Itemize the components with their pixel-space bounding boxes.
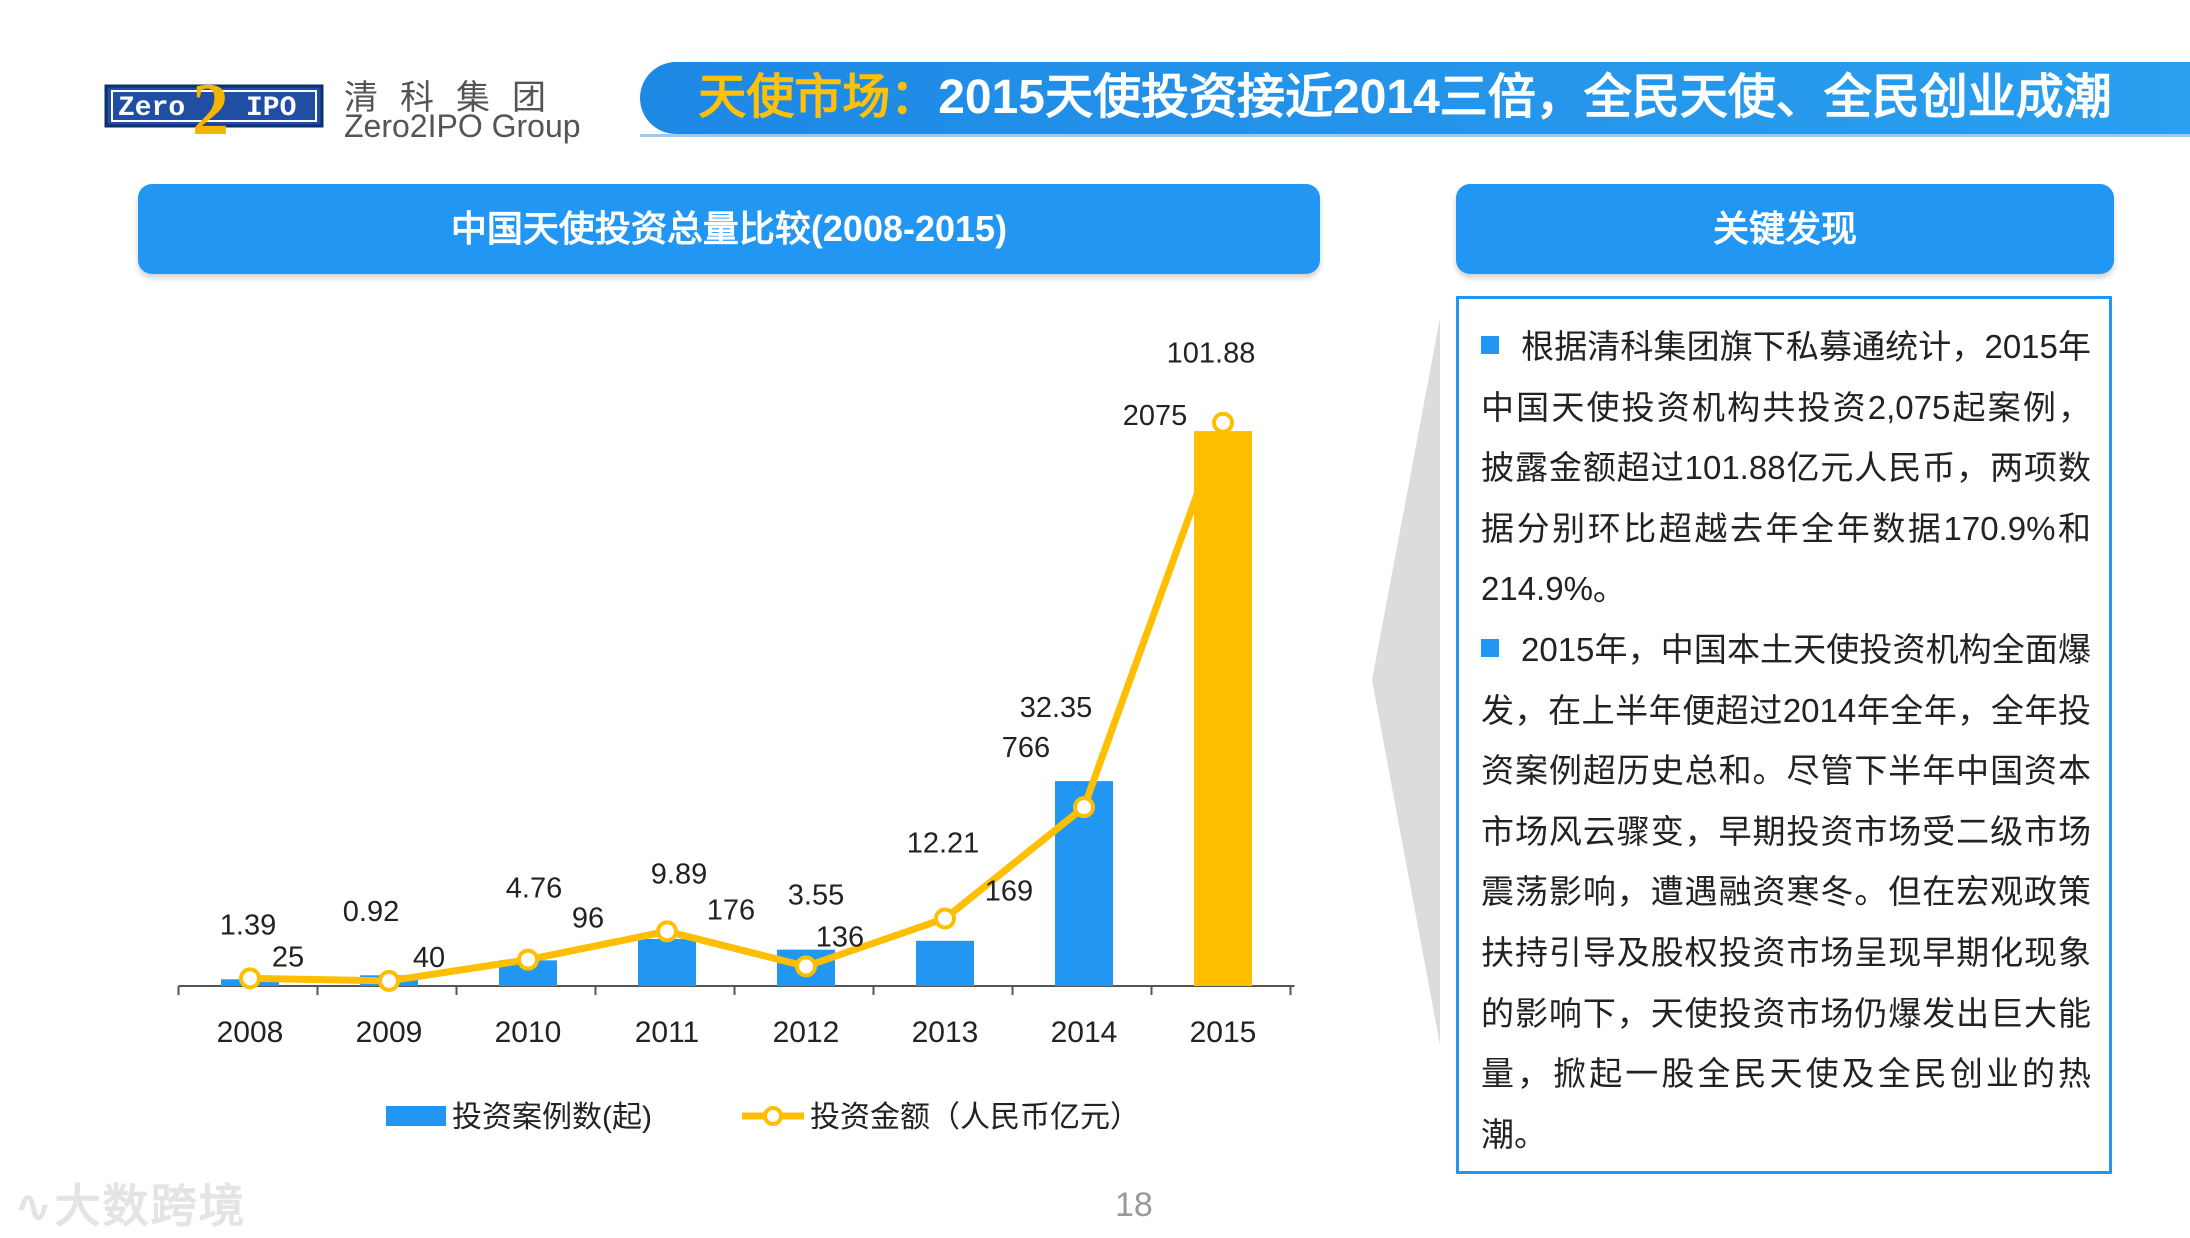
title-bar: 天使市场：2015天使投资接近2014三倍，全民天使、全民创业成潮 bbox=[640, 62, 2190, 134]
legend-line-marker bbox=[763, 1106, 783, 1126]
line-data-label: 12.21 bbox=[907, 827, 980, 859]
findings-heading: 关键发现 bbox=[1456, 184, 2114, 274]
line-point bbox=[934, 907, 956, 930]
bar-data-label: 136 bbox=[816, 921, 864, 953]
logo-text-ipo: IPO bbox=[246, 93, 296, 124]
brand-name-cn: 清科集团 bbox=[344, 79, 568, 117]
line-point bbox=[1073, 796, 1095, 819]
bar-data-label: 766 bbox=[1002, 732, 1050, 764]
line-data-label: 1.39 bbox=[220, 909, 276, 941]
watermark-logo: ∿大数跨境 bbox=[14, 1180, 247, 1232]
legend-bar-swatch bbox=[386, 1106, 446, 1126]
bar-data-label: 176 bbox=[707, 894, 755, 926]
line-point bbox=[1212, 411, 1234, 434]
bar-data-label: 169 bbox=[985, 875, 1033, 907]
bullet-square-icon bbox=[1481, 638, 1499, 657]
bar-data-label: 96 bbox=[572, 903, 604, 935]
page-number: 18 bbox=[1115, 1186, 1153, 1224]
page-title-rest: 2015天使投资接近2014三倍，全民天使、全民创业成潮 bbox=[938, 71, 2112, 124]
x-tick-label: 2009 bbox=[356, 1016, 423, 1049]
page-title-highlight: 天使市场： bbox=[698, 71, 939, 124]
x-tick-label: 2014 bbox=[1051, 1016, 1118, 1049]
legend-line-label: 投资金额（人民币亿元） bbox=[810, 1101, 1140, 1134]
line-point bbox=[378, 969, 400, 992]
finding-item-1: 根据清科集团旗下私募通统计，2015年中国天使投资机构共投资2,075起案例，披… bbox=[1481, 317, 2091, 620]
title-underline bbox=[640, 134, 2190, 137]
x-tick-label: 2013 bbox=[912, 1016, 979, 1049]
finding-text-1: 根据清科集团旗下私募通统计，2015年中国天使投资机构共投资2,075起案例，披… bbox=[1481, 328, 2091, 608]
x-tick-label: 2008 bbox=[217, 1016, 284, 1049]
x-tick-label: 2015 bbox=[1190, 1016, 1257, 1049]
line-point bbox=[795, 955, 817, 978]
line-data-label: 32.35 bbox=[1020, 692, 1093, 724]
x-tick-label: 2012 bbox=[773, 1016, 840, 1049]
x-tick-label: 2010 bbox=[495, 1016, 562, 1049]
zero2ipo-logo: Zero 2 IPO bbox=[104, 69, 324, 146]
line-investment-amount bbox=[249, 421, 1227, 985]
x-tick-label: 2011 bbox=[635, 1016, 700, 1049]
line-point bbox=[239, 967, 261, 990]
line-data-label: 4.76 bbox=[506, 873, 562, 905]
findings-box: 根据清科集团旗下私募通统计，2015年中国天使投资机构共投资2,075起案例，披… bbox=[1456, 296, 2112, 1174]
brand-name-en: Zero2IPO Group bbox=[344, 108, 581, 144]
line-point bbox=[517, 948, 539, 971]
bar-case-count bbox=[638, 938, 696, 986]
bar-case-count bbox=[916, 940, 974, 986]
chart-panel-heading: 中国天使投资总量比较(2008-2015) bbox=[138, 184, 1320, 274]
logo-text-two: 2 bbox=[192, 69, 229, 146]
finding-text-2: 2015年，中国本土天使投资机构全面爆发，在上半年便超过2014年全年，全年投资… bbox=[1481, 630, 2091, 1153]
watermark-text: 大数跨境 bbox=[54, 1180, 247, 1232]
bar-case-count bbox=[1194, 431, 1252, 987]
bullet-square-icon bbox=[1481, 336, 1499, 354]
line-data-label: 9.89 bbox=[651, 858, 707, 890]
line-data-label: 3.55 bbox=[788, 879, 844, 911]
line-point bbox=[656, 920, 678, 943]
bar-data-label: 40 bbox=[413, 942, 445, 974]
logo-text-zero: Zero bbox=[118, 93, 185, 124]
page-title: 天使市场：2015天使投资接近2014三倍，全民天使、全民创业成潮 bbox=[640, 62, 2170, 134]
bar-data-label: 25 bbox=[272, 941, 304, 973]
legend-bar-label: 投资案例数(起) bbox=[452, 1101, 652, 1134]
finding-item-2: 2015年，中国本土天使投资机构全面爆发，在上半年便超过2014年全年，全年投资… bbox=[1481, 620, 2091, 1165]
bar-data-label: 2075 bbox=[1123, 400, 1188, 432]
callout-wedge bbox=[1372, 318, 1440, 1045]
line-data-label: 101.88 bbox=[1167, 338, 1256, 370]
line-data-label: 0.92 bbox=[343, 896, 399, 928]
